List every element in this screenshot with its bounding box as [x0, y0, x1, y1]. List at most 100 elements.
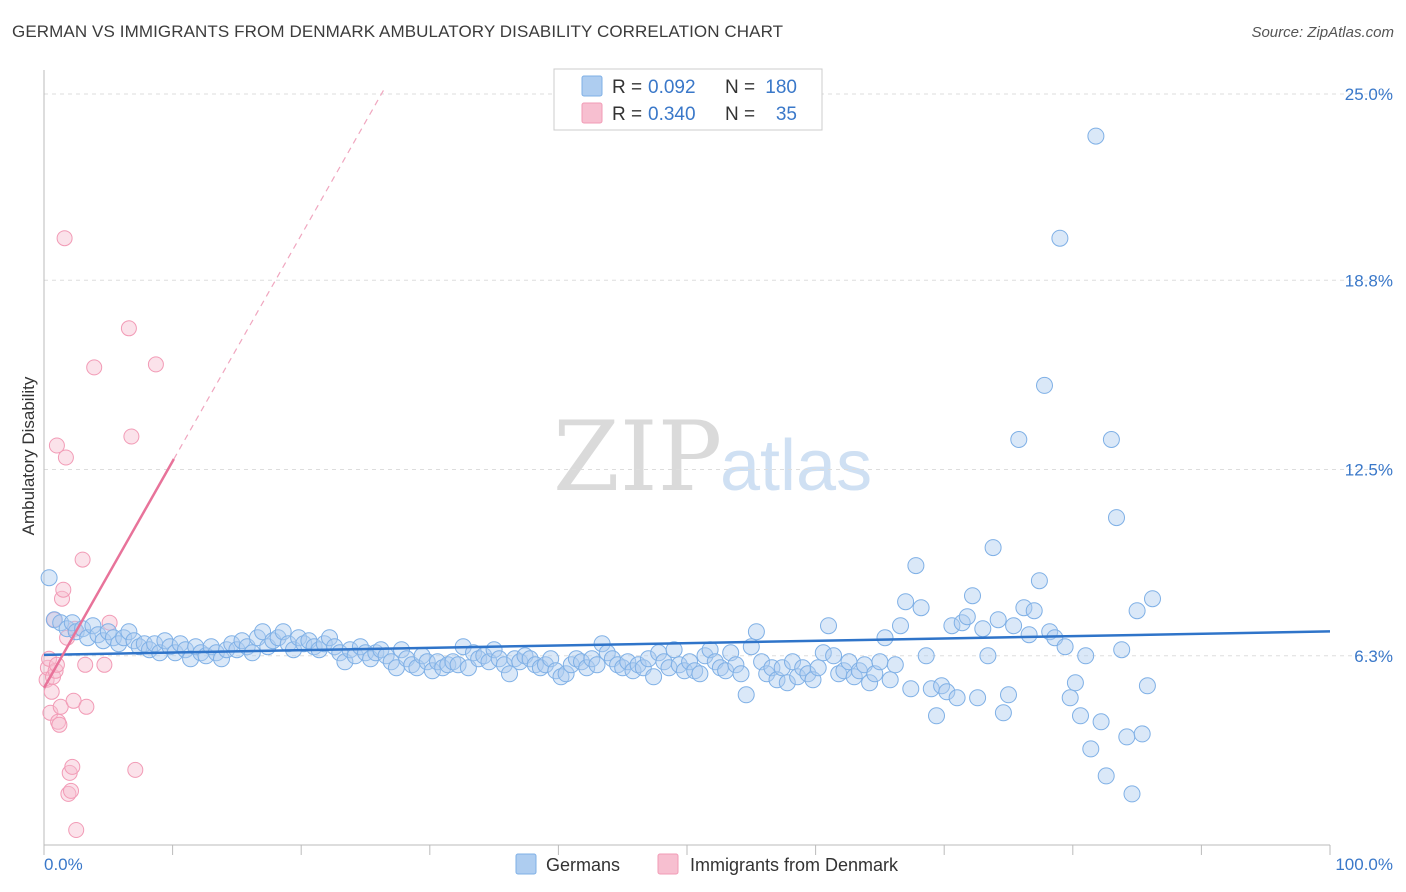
- point-germans-126: [691, 665, 709, 683]
- point-germans-205: [1097, 767, 1115, 785]
- point-germans-150: [814, 644, 832, 662]
- point-germans-149: [809, 659, 827, 677]
- point-germans-49: [295, 635, 313, 653]
- point-denmark-25: [74, 551, 91, 568]
- point-germans-213: [1138, 677, 1156, 695]
- point-germans-83: [470, 650, 488, 668]
- legend-swatch-denmark: [581, 102, 603, 124]
- point-germans-188: [1010, 431, 1028, 448]
- y-axis-label: Ambulatory Disability: [19, 376, 38, 535]
- y-tick-label-3: 25.0%: [1345, 85, 1393, 104]
- legend-r-label-denmark: R =: [612, 104, 642, 125]
- point-germans-176: [948, 689, 966, 707]
- point-germans-185: [994, 704, 1012, 722]
- y-tick-label-1: 12.5%: [1345, 461, 1393, 480]
- bottom-legend-swatch-germans: [515, 853, 537, 875]
- legend-r-label-germans: R =: [612, 77, 642, 98]
- x-tick-label-max: 100.0%: [1335, 855, 1393, 874]
- point-germans-210: [1123, 785, 1141, 803]
- point-germans-74: [423, 662, 441, 680]
- y-tick-label-0: 6.3%: [1354, 647, 1393, 666]
- point-germans-207: [1108, 509, 1125, 527]
- legend-r-value-germans: 0.092: [648, 77, 696, 98]
- legend-n-value-denmark: 35: [776, 104, 797, 125]
- point-germans-164: [886, 656, 904, 674]
- point-germans-192: [1030, 572, 1048, 590]
- point-germans-204: [1092, 713, 1110, 731]
- point-germans-8: [84, 617, 102, 635]
- point-germans-94: [526, 656, 544, 674]
- point-germans-137: [747, 623, 765, 641]
- point-denmark-18: [60, 785, 77, 802]
- point-germans-201: [1077, 647, 1095, 665]
- trend-line-denmark-extension: [173, 87, 386, 460]
- point-germans-142: [773, 659, 791, 677]
- point-germans-199: [1066, 674, 1084, 692]
- point-germans-198: [1061, 689, 1079, 707]
- point-germans-170: [917, 647, 935, 665]
- trend-line-germans: [43, 630, 1331, 657]
- point-germans-212: [1133, 725, 1151, 743]
- point-denmark-12: [52, 698, 69, 715]
- x-ticks: [43, 845, 1331, 855]
- point-germans-197: [1056, 638, 1074, 656]
- x-tick-label-min: 0.0%: [44, 855, 83, 874]
- point-denmark-9: [48, 437, 65, 454]
- point-denmark-28: [86, 359, 103, 376]
- point-denmark-31: [120, 320, 137, 337]
- point-germans-162: [876, 629, 894, 647]
- point-germans-89: [501, 665, 518, 683]
- point-germans-117: [645, 668, 663, 686]
- y-tick-label-2: 18.8%: [1345, 271, 1393, 290]
- point-germans-152: [825, 647, 843, 665]
- gridlines: [44, 93, 1393, 657]
- point-germans-133: [727, 656, 745, 674]
- point-germans-180: [969, 689, 987, 707]
- point-germans-206: [1102, 431, 1120, 448]
- point-germans-214: [1144, 590, 1161, 608]
- point-germans-77: [439, 656, 457, 674]
- point-denmark-24: [68, 822, 85, 838]
- point-germans-208: [1113, 641, 1131, 659]
- point-germans-183: [984, 539, 1002, 557]
- data-points: [38, 127, 1161, 838]
- point-germans-154: [835, 662, 853, 680]
- point-denmark-16: [57, 449, 74, 466]
- legend-bottom: Germans Immigrants from Denmark: [515, 853, 899, 875]
- point-denmark-27: [78, 698, 95, 715]
- point-germans-112: [619, 653, 637, 671]
- point-denmark-33: [127, 761, 144, 778]
- point-germans-106: [588, 656, 606, 674]
- point-germans-181: [974, 620, 992, 638]
- point-germans-165: [892, 617, 909, 635]
- point-germans-196: [1051, 229, 1069, 247]
- point-germans-39: [243, 644, 261, 662]
- point-germans-104: [578, 659, 596, 677]
- point-germans-121: [665, 641, 683, 659]
- point-denmark-34: [147, 356, 164, 373]
- legend-n-label-germans: N =: [725, 77, 755, 98]
- legend-n-value-germans: 180: [765, 77, 797, 98]
- point-germans-191: [1025, 602, 1043, 620]
- point-germans-184: [989, 611, 1007, 629]
- point-denmark-22: [65, 692, 82, 709]
- y-tick-labels: 6.3% 12.5% 18.8% 25.0%: [1345, 85, 1393, 666]
- point-germans-161: [871, 653, 889, 671]
- point-germans-114: [629, 656, 647, 674]
- point-germans-174: [938, 683, 956, 701]
- point-germans-211: [1128, 602, 1146, 620]
- point-germans-187: [1005, 617, 1023, 635]
- point-germans-90: [506, 650, 524, 668]
- point-germans-99: [552, 668, 570, 686]
- point-germans-78: [444, 653, 462, 671]
- point-germans-124: [681, 653, 699, 671]
- trend-lines: [42, 87, 1331, 689]
- point-germans-209: [1118, 728, 1136, 746]
- point-germans-100: [557, 665, 575, 683]
- watermark: ZIP atlas: [553, 401, 872, 513]
- point-germans-193: [1036, 376, 1053, 394]
- point-denmark-4: [43, 683, 60, 700]
- source-label: Source: ZipAtlas.com: [1251, 24, 1394, 41]
- chart-title: GERMAN VS IMMIGRANTS FROM DENMARK AMBULA…: [12, 22, 784, 41]
